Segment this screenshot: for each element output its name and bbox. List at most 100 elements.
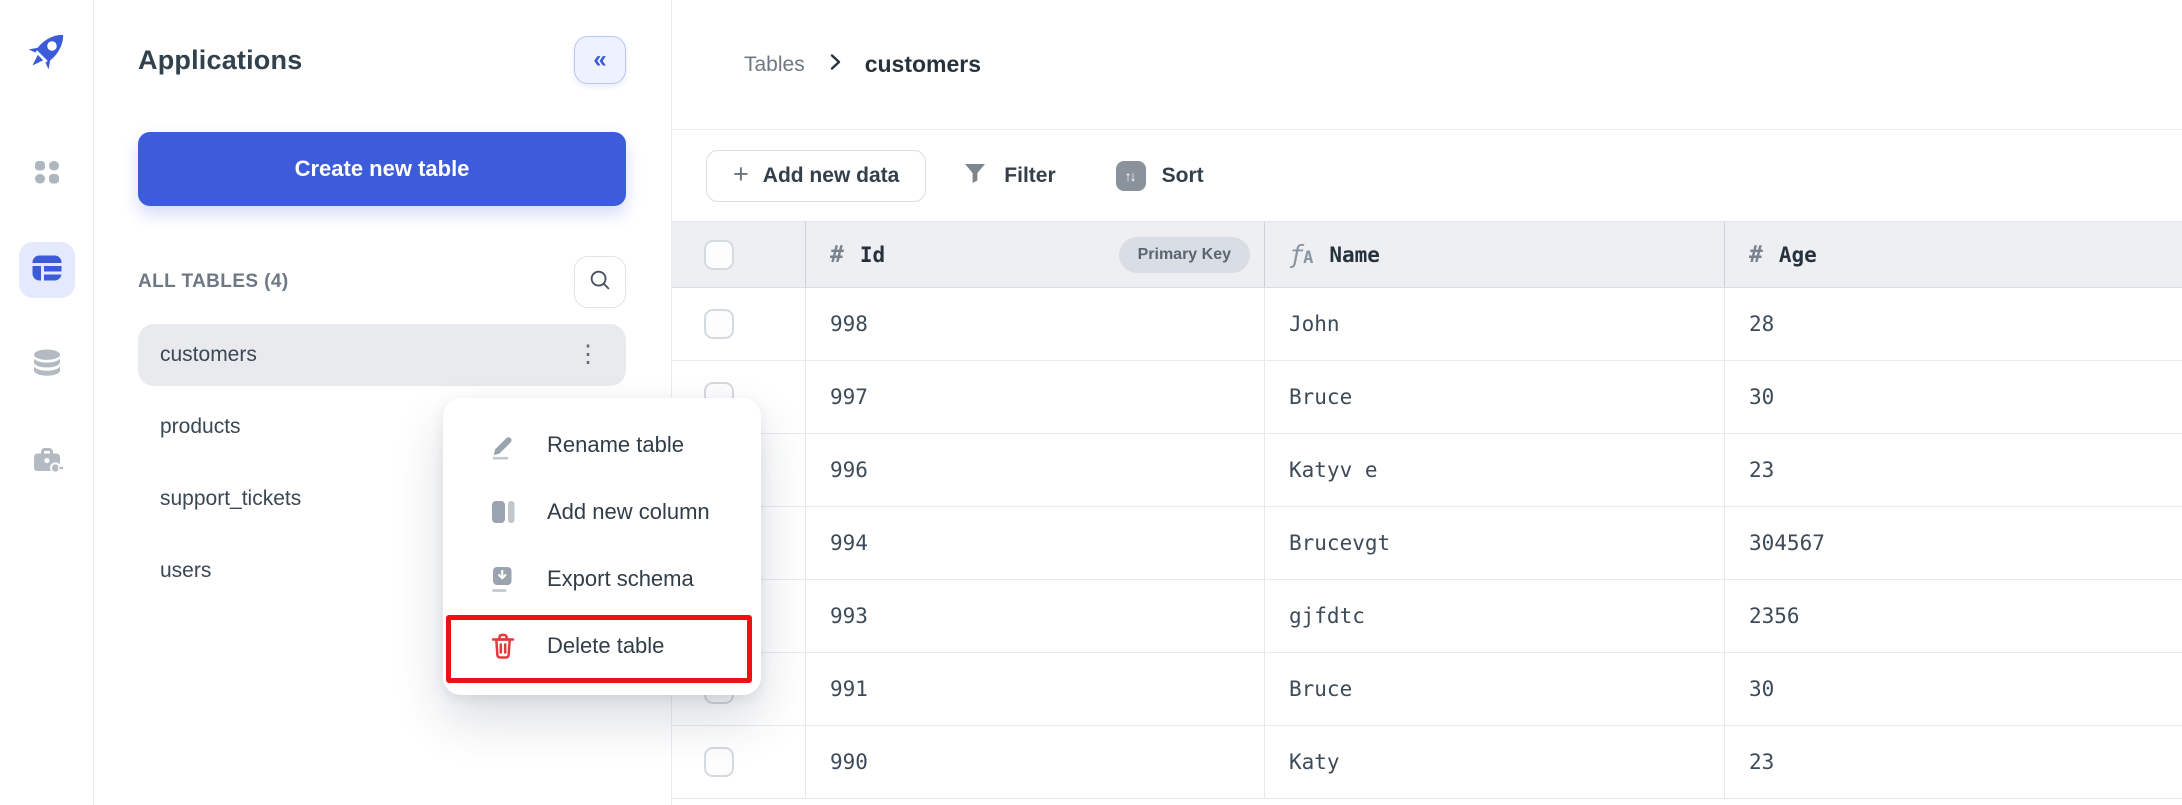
add-new-data-label: Add new data xyxy=(762,163,900,187)
sort-label: Sort xyxy=(1161,163,1204,187)
cell-age[interactable]: 23 xyxy=(1724,434,2182,506)
table-row: 990 Katy 23 xyxy=(672,726,2182,799)
create-new-table-button[interactable]: Create new table xyxy=(138,132,626,206)
rail-item-icon xyxy=(29,250,65,291)
context-menu-item[interactable]: Export schema xyxy=(443,545,761,612)
row-checkbox-cell xyxy=(672,288,805,360)
column-header-label: Name xyxy=(1329,242,1380,267)
table-context-menu: Rename table Add new column Export schem… xyxy=(443,398,761,695)
context-menu-item[interactable]: Add new column xyxy=(443,478,761,545)
main-content: Tables customers + Add new data Filter ↑… xyxy=(672,0,2182,805)
table-item-label: customers xyxy=(160,343,257,366)
column-header-label: Id xyxy=(859,242,886,267)
icon-rail xyxy=(0,0,94,805)
rail-item-icon xyxy=(29,346,65,387)
menu-item-label: Rename table xyxy=(547,431,684,457)
rail-item[interactable] xyxy=(19,146,75,202)
table-row: 994 Brucevgt 304567 xyxy=(672,507,2182,580)
table-row: 993 gjfdtc 2356 xyxy=(672,580,2182,653)
rail-item[interactable] xyxy=(19,338,75,394)
search-icon xyxy=(587,267,613,298)
column-header-label: Age xyxy=(1778,242,1817,267)
cell-name[interactable]: Katyv e xyxy=(1264,434,1724,506)
breadcrumb-current-table: customers xyxy=(864,51,982,77)
cell-id[interactable]: 996 xyxy=(805,434,1264,506)
row-checkbox[interactable] xyxy=(704,309,734,339)
cell-id[interactable]: 993 xyxy=(805,580,1264,652)
chevron-right-icon xyxy=(825,52,845,77)
menu-item-icon xyxy=(487,563,519,595)
table-row: 991 Bruce 30 xyxy=(672,653,2182,726)
cell-age[interactable]: 2356 xyxy=(1724,580,2182,652)
add-new-data-button[interactable]: + Add new data xyxy=(706,149,927,202)
rail-item[interactable] xyxy=(18,242,75,298)
cell-id[interactable]: 998 xyxy=(805,288,1264,360)
select-all-cell xyxy=(672,222,805,287)
menu-item-label: Add new column xyxy=(547,498,710,524)
rail-item[interactable] xyxy=(19,434,75,490)
table-item-label: users xyxy=(160,559,212,582)
filter-funnel-icon xyxy=(962,160,988,192)
rocket-logo-icon[interactable] xyxy=(18,22,76,80)
row-checkbox[interactable] xyxy=(704,747,734,777)
primary-key-badge: Primary Key xyxy=(1118,236,1250,273)
filter-label: Filter xyxy=(1004,163,1056,187)
menu-item-icon xyxy=(487,630,519,662)
breadcrumb-tables-link[interactable]: Tables xyxy=(744,52,805,76)
sidebar-table-item[interactable]: products ⋮ xyxy=(138,396,626,458)
table-item-label: products xyxy=(160,415,241,438)
row-checkbox-cell xyxy=(672,726,805,798)
cell-id[interactable]: 990 xyxy=(805,726,1264,798)
cell-age[interactable]: 30 xyxy=(1724,653,2182,725)
column-type-icon: # xyxy=(1749,241,1763,268)
select-all-checkbox[interactable] xyxy=(704,239,734,270)
column-type-icon: # xyxy=(830,241,844,268)
cell-age[interactable]: 304567 xyxy=(1724,507,2182,579)
collapse-sidebar-button[interactable]: « xyxy=(574,36,626,84)
cell-name[interactable]: Bruce xyxy=(1264,653,1724,725)
filter-button[interactable]: Filter xyxy=(962,160,1056,192)
rail-items xyxy=(18,146,75,490)
toolbar: + Add new data Filter ↑↓ Sort xyxy=(672,130,2182,222)
cell-name[interactable]: Bruce xyxy=(1264,361,1724,433)
table-item-label: support_tickets xyxy=(160,487,302,510)
table-row: 998 John 28 xyxy=(672,288,2182,361)
cell-age[interactable]: 30 xyxy=(1724,361,2182,433)
sidebar-table-item[interactable]: support_tickets ⋮ xyxy=(138,468,626,530)
cell-id[interactable]: 991 xyxy=(805,653,1264,725)
menu-item-icon xyxy=(487,429,519,461)
menu-item-icon xyxy=(487,496,519,528)
sort-arrows-icon: ↑↓ xyxy=(1115,160,1146,191)
sidebar-title: Applications xyxy=(138,44,303,75)
context-menu-item[interactable]: Rename table xyxy=(443,411,761,478)
column-header[interactable]: # Id Primary Key xyxy=(805,222,1264,287)
plus-icon: + xyxy=(733,158,749,189)
sidebar-table-item[interactable]: customers ⋮ xyxy=(138,324,626,386)
cell-name[interactable]: gjfdtc xyxy=(1264,580,1724,652)
rail-item-icon xyxy=(29,154,65,195)
cell-name[interactable]: Katy xyxy=(1264,726,1724,798)
menu-item-label: Export schema xyxy=(547,565,694,591)
grid-body: 998 John 28 997 Bruce 30 xyxy=(672,288,2182,799)
cell-id[interactable]: 997 xyxy=(805,361,1264,433)
sort-button[interactable]: ↑↓ Sort xyxy=(1115,160,1204,191)
cell-age[interactable]: 23 xyxy=(1724,726,2182,798)
column-header[interactable]: # Age xyxy=(1724,222,2182,287)
sidebar: Applications « Create new table ALL TABL… xyxy=(94,0,672,805)
menu-item-label: Delete table xyxy=(547,632,665,658)
cell-id[interactable]: 994 xyxy=(805,507,1264,579)
context-menu-item[interactable]: Delete table xyxy=(443,612,761,679)
cell-age[interactable]: 28 xyxy=(1724,288,2182,360)
kebab-menu-icon[interactable]: ⋮ xyxy=(576,341,600,368)
search-tables-button[interactable] xyxy=(574,256,626,308)
cell-name[interactable]: Brucevgt xyxy=(1264,507,1724,579)
sidebar-table-item[interactable]: users ⋮ xyxy=(138,540,626,602)
all-tables-label: ALL TABLES (4) xyxy=(138,271,289,292)
table-row: 996 Katyv e 23 xyxy=(672,434,2182,507)
cell-name[interactable]: John xyxy=(1264,288,1724,360)
